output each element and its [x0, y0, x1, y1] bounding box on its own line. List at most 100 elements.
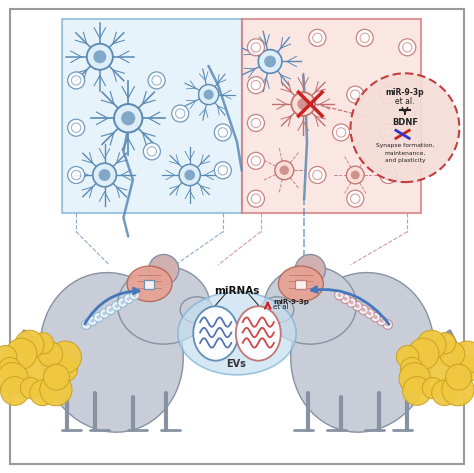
- Circle shape: [44, 364, 69, 390]
- Circle shape: [399, 110, 416, 127]
- Circle shape: [88, 316, 97, 325]
- Circle shape: [451, 341, 474, 373]
- Circle shape: [380, 166, 397, 184]
- Circle shape: [247, 77, 264, 94]
- Circle shape: [380, 319, 383, 323]
- Circle shape: [214, 162, 231, 179]
- Circle shape: [349, 300, 353, 304]
- Circle shape: [335, 290, 344, 300]
- FancyBboxPatch shape: [295, 280, 306, 289]
- Circle shape: [106, 305, 115, 315]
- Circle shape: [356, 304, 359, 308]
- Ellipse shape: [261, 297, 294, 323]
- Circle shape: [353, 301, 362, 311]
- Circle shape: [51, 356, 78, 382]
- Circle shape: [179, 165, 201, 185]
- Circle shape: [121, 300, 125, 304]
- Circle shape: [93, 50, 106, 63]
- Circle shape: [30, 380, 55, 405]
- Circle shape: [68, 166, 85, 184]
- Circle shape: [87, 44, 113, 70]
- Circle shape: [0, 377, 29, 405]
- Circle shape: [115, 304, 118, 308]
- Circle shape: [93, 163, 117, 187]
- FancyBboxPatch shape: [144, 280, 154, 289]
- Circle shape: [127, 297, 130, 301]
- Circle shape: [20, 377, 41, 399]
- Circle shape: [347, 86, 364, 103]
- Text: et al.: et al.: [395, 97, 415, 106]
- Ellipse shape: [278, 266, 323, 302]
- Circle shape: [124, 294, 133, 304]
- Circle shape: [258, 50, 282, 73]
- Circle shape: [264, 56, 276, 68]
- Circle shape: [275, 161, 294, 180]
- Circle shape: [383, 320, 392, 329]
- Circle shape: [247, 190, 264, 207]
- Circle shape: [417, 330, 446, 359]
- Circle shape: [204, 89, 214, 100]
- Text: EVs: EVs: [226, 359, 246, 369]
- Ellipse shape: [264, 266, 356, 344]
- Circle shape: [350, 73, 459, 182]
- Circle shape: [386, 323, 390, 326]
- Text: miR-9-3p: miR-9-3p: [386, 88, 424, 97]
- Circle shape: [362, 308, 365, 312]
- Circle shape: [365, 309, 374, 318]
- Circle shape: [102, 312, 106, 315]
- Circle shape: [15, 330, 44, 359]
- Circle shape: [112, 301, 121, 311]
- Circle shape: [297, 98, 309, 110]
- Circle shape: [371, 313, 380, 322]
- FancyBboxPatch shape: [10, 9, 464, 464]
- Circle shape: [380, 124, 397, 141]
- Circle shape: [99, 169, 110, 181]
- Circle shape: [351, 171, 360, 179]
- Circle shape: [130, 290, 139, 300]
- Circle shape: [295, 254, 326, 285]
- Circle shape: [402, 377, 431, 405]
- Ellipse shape: [127, 266, 172, 302]
- Text: BDNF: BDNF: [392, 118, 418, 128]
- Circle shape: [453, 356, 474, 382]
- Circle shape: [374, 315, 377, 319]
- Circle shape: [118, 298, 128, 307]
- Circle shape: [280, 166, 289, 175]
- Circle shape: [377, 316, 386, 325]
- Circle shape: [344, 297, 347, 301]
- Circle shape: [401, 358, 423, 380]
- Circle shape: [97, 315, 100, 319]
- Circle shape: [408, 338, 439, 369]
- Ellipse shape: [291, 272, 434, 432]
- Text: et al: et al: [273, 305, 289, 310]
- Circle shape: [380, 86, 397, 103]
- Circle shape: [148, 254, 179, 285]
- Circle shape: [0, 363, 28, 394]
- Circle shape: [172, 105, 189, 122]
- Text: and plasticity: and plasticity: [385, 158, 425, 163]
- Text: Synapse formation,: Synapse formation,: [376, 143, 434, 148]
- Circle shape: [333, 124, 349, 141]
- Circle shape: [309, 166, 326, 184]
- Circle shape: [68, 119, 85, 136]
- Circle shape: [292, 92, 315, 116]
- Circle shape: [49, 341, 82, 373]
- Text: miRNAs: miRNAs: [214, 286, 260, 296]
- Circle shape: [32, 333, 54, 354]
- Ellipse shape: [180, 297, 213, 323]
- Circle shape: [0, 358, 21, 380]
- Circle shape: [121, 111, 135, 125]
- Circle shape: [422, 377, 443, 399]
- Circle shape: [148, 72, 165, 89]
- Circle shape: [91, 319, 94, 323]
- Circle shape: [423, 354, 453, 384]
- Circle shape: [0, 345, 17, 368]
- Circle shape: [214, 124, 231, 141]
- Circle shape: [37, 342, 63, 367]
- FancyBboxPatch shape: [242, 19, 421, 213]
- Circle shape: [247, 39, 264, 56]
- Circle shape: [359, 305, 368, 315]
- Circle shape: [109, 308, 112, 312]
- Circle shape: [442, 374, 474, 406]
- Circle shape: [247, 152, 264, 169]
